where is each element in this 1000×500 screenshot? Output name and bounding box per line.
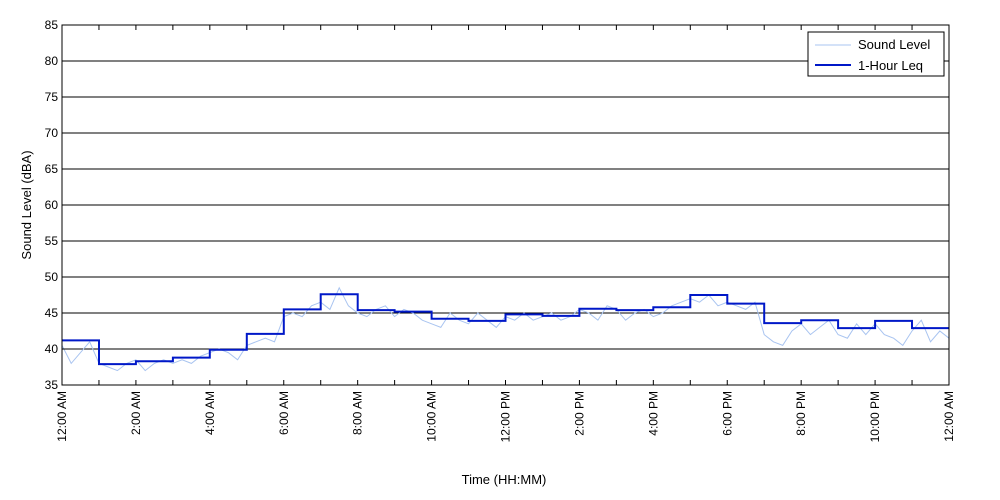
x-tick-label: 6:00 PM — [720, 391, 734, 436]
y-tick-label: 55 — [45, 234, 59, 248]
x-tick-label: 12:00 AM — [942, 391, 956, 442]
y-tick-label: 50 — [45, 270, 59, 284]
x-tick-label: 2:00 AM — [129, 391, 143, 435]
y-ticks: 35 40 45 50 55 60 65 70 75 80 85 — [45, 18, 949, 392]
grid-lines — [62, 60, 949, 350]
y-tick-label: 75 — [45, 90, 59, 104]
y-tick-label: 70 — [45, 126, 59, 140]
legend-label-1-hour-leq: 1-Hour Leq — [858, 58, 923, 73]
y-tick-label: 65 — [45, 162, 59, 176]
x-tick-label: 2:00 PM — [572, 391, 586, 436]
x-tick-label: 4:00 AM — [203, 391, 217, 435]
y-tick-label: 60 — [45, 198, 59, 212]
y-tick-label: 85 — [45, 18, 59, 32]
y-tick-label: 80 — [45, 54, 59, 68]
legend: Sound Level 1-Hour Leq — [807, 31, 945, 77]
x-tick-label: 8:00 AM — [351, 391, 365, 435]
y-tick-label: 40 — [45, 342, 59, 356]
x-ticks: 12:00 AM 2:00 AM 4:00 AM 6:00 AM 8:00 AM 10:0… — [55, 25, 956, 442]
x-axis-label: Time (HH:MM) — [462, 472, 547, 487]
y-axis-label: Sound Level (dBA) — [19, 150, 34, 259]
x-tick-label: 10:00 AM — [425, 391, 439, 442]
legend-box — [807, 31, 945, 77]
x-tick-label: 12:00 PM — [499, 391, 513, 442]
series-1-hour-leq — [62, 293, 949, 366]
x-tick-label: 4:00 PM — [646, 391, 660, 436]
x-tick-label: 10:00 PM — [868, 391, 882, 442]
series-layer — [61, 286, 950, 372]
x-tick-label: 12:00 AM — [55, 391, 69, 442]
y-tick-label: 35 — [45, 378, 59, 392]
legend-label-sound-level: Sound Level — [858, 37, 930, 52]
y-tick-label: 45 — [45, 306, 59, 320]
x-tick-label: 8:00 PM — [794, 391, 808, 436]
x-tick-label: 6:00 AM — [277, 391, 291, 435]
